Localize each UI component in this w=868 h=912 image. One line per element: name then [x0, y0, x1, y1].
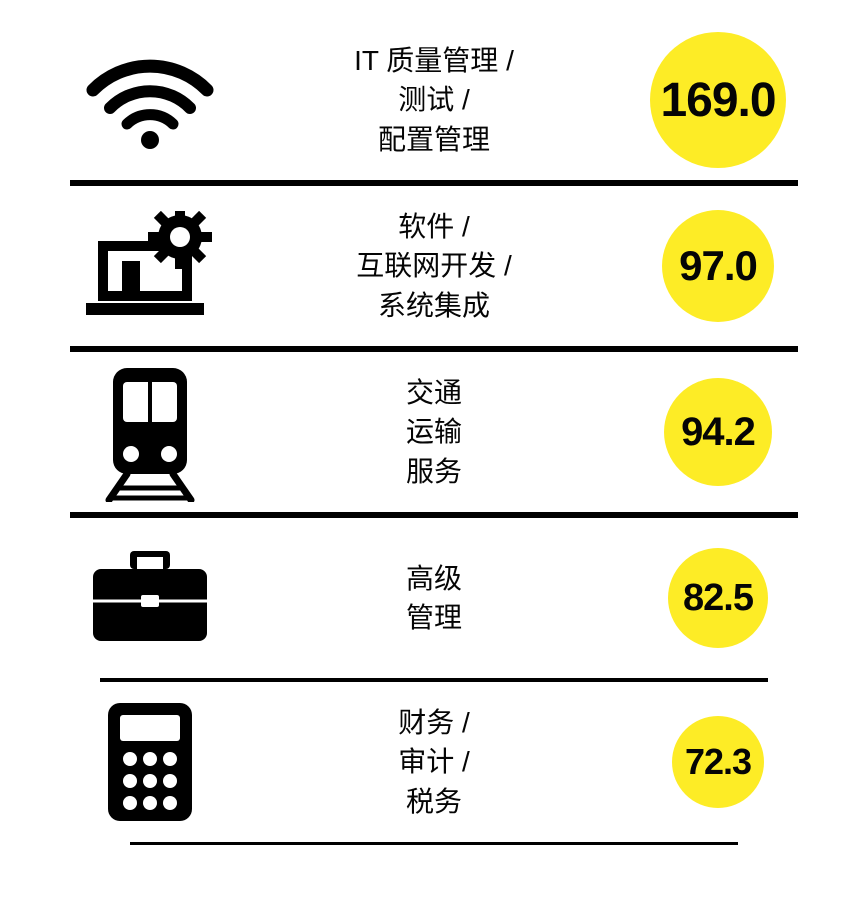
value-cell: 82.5 [618, 577, 818, 620]
laptop-gear-icon [80, 211, 220, 321]
value-cell: 97.0 [618, 242, 818, 290]
list-item: 交通 运输 服务 94.2 [50, 352, 818, 512]
icon-cell [50, 543, 250, 653]
wifi-icon [85, 50, 215, 150]
train-icon [95, 362, 205, 502]
briefcase-icon [85, 543, 215, 653]
icon-cell [50, 699, 250, 825]
value-cell: 94.2 [618, 410, 818, 455]
list-item: 软件 / 互联网开发 / 系统集成 97.0 [50, 186, 818, 346]
list-item: 高级 管理 82.5 [50, 518, 818, 678]
row-label: 高级 管理 [250, 559, 618, 637]
row-value: 169.0 [660, 73, 775, 128]
row-value: 82.5 [683, 577, 753, 620]
infographic-list: IT 质量管理 / 测试 / 配置管理 169.0 [0, 0, 868, 845]
icon-cell [50, 362, 250, 502]
value-cell: 72.3 [618, 741, 818, 783]
row-value: 94.2 [681, 410, 755, 455]
list-item: IT 质量管理 / 测试 / 配置管理 169.0 [50, 20, 818, 180]
row-label: 交通 运输 服务 [250, 373, 618, 491]
row-value: 97.0 [679, 242, 757, 290]
row-label: IT 质量管理 / 测试 / 配置管理 [250, 41, 618, 159]
divider [130, 842, 738, 845]
row-label: 软件 / 互联网开发 / 系统集成 [250, 207, 618, 325]
value-cell: 169.0 [618, 73, 818, 128]
icon-cell [50, 211, 250, 321]
row-value: 72.3 [685, 741, 751, 783]
list-item: 财务 / 审计 / 税务 72.3 [50, 682, 818, 842]
icon-cell [50, 50, 250, 150]
calculator-icon [102, 699, 198, 825]
row-label: 财务 / 审计 / 税务 [250, 703, 618, 821]
